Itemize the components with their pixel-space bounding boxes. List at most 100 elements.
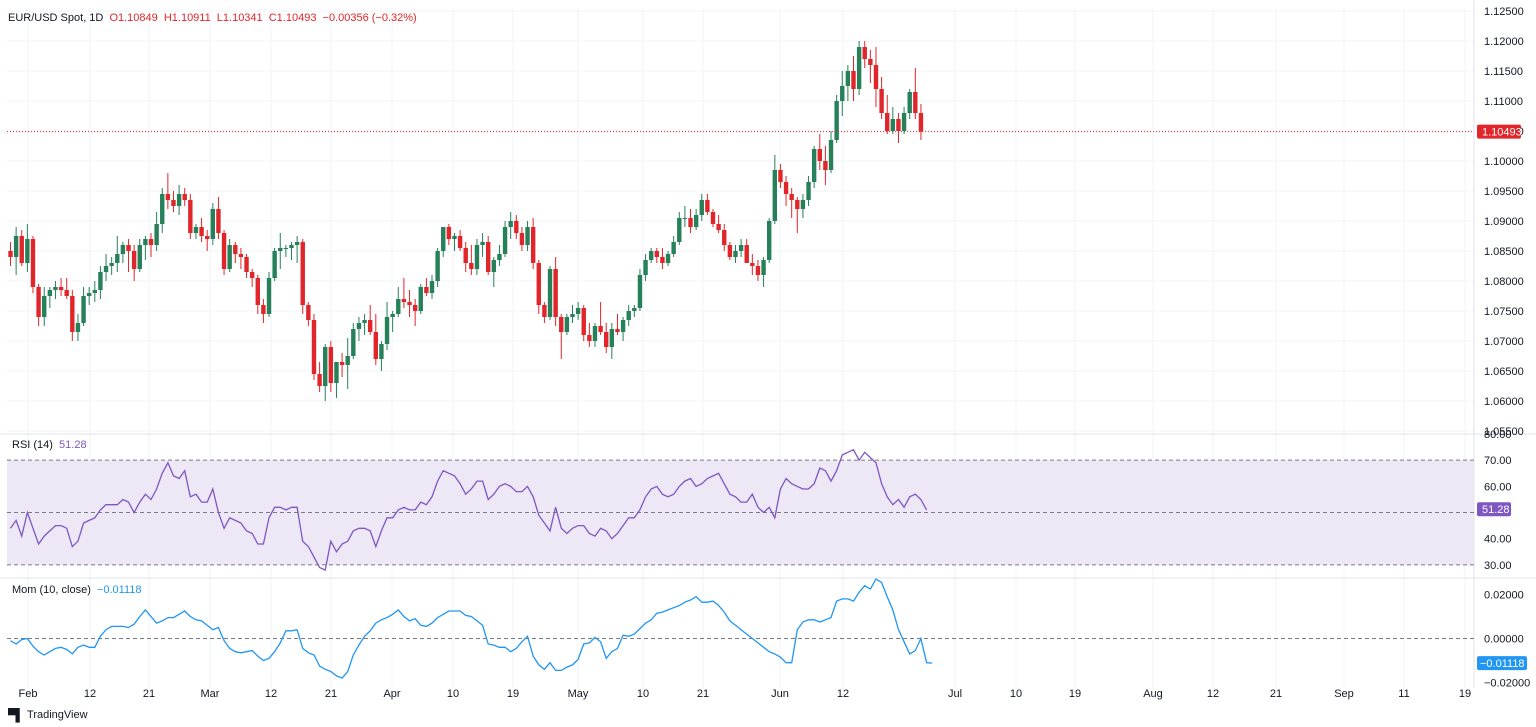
candle-body xyxy=(435,251,440,281)
mom-label[interactable]: Mom (10, close) xyxy=(12,584,91,596)
candle-body xyxy=(907,92,912,113)
candle-body xyxy=(901,113,907,131)
candle-body xyxy=(81,296,86,323)
candle-body xyxy=(160,194,165,224)
price-tick-label: 1.09000 xyxy=(1484,216,1524,228)
candle-body xyxy=(294,242,300,245)
rsi-last-text: 51.28 xyxy=(1482,504,1510,516)
candle-body xyxy=(457,236,463,248)
candle-body xyxy=(553,269,558,317)
time-tick-label: 10 xyxy=(447,688,459,700)
candle-body xyxy=(896,119,901,131)
tradingview-logo[interactable]: ▀▌ TradingView xyxy=(8,708,88,722)
candle-body xyxy=(643,260,648,275)
open-value: O1.10849 xyxy=(109,12,158,24)
candle-body xyxy=(75,323,81,332)
candle-body xyxy=(328,347,334,383)
time-tick-label: 19 xyxy=(1069,688,1081,700)
candle-body xyxy=(19,236,24,263)
price-tick-label: 1.10000 xyxy=(1484,156,1524,168)
time-tick-label: Sep xyxy=(1334,688,1354,700)
price-tick-label: 1.09500 xyxy=(1484,186,1524,198)
time-tick-label: 10 xyxy=(1010,688,1022,700)
candle-body xyxy=(53,287,58,290)
candle-body xyxy=(840,86,845,101)
last-value-labels: 1.10493 51.28 −0.01118 xyxy=(7,124,1527,671)
candle-body xyxy=(486,242,491,272)
symbol-label[interactable]: EUR/USD Spot, 1D xyxy=(8,12,104,24)
candle-body xyxy=(767,221,772,260)
candle-body xyxy=(637,275,643,308)
rsi-value: 51.28 xyxy=(59,439,87,451)
candle-body xyxy=(379,344,384,359)
candle-body xyxy=(469,263,474,269)
time-tick-label: 21 xyxy=(325,688,337,700)
time-tick-label: Jun xyxy=(771,688,789,700)
time-tick-label: Jul xyxy=(948,688,962,700)
time-tick-label: Aug xyxy=(1143,688,1163,700)
candle-body xyxy=(339,362,345,365)
candle-body xyxy=(30,239,36,287)
candle-body xyxy=(446,227,452,239)
candle-body xyxy=(834,101,839,140)
candle-body xyxy=(800,200,806,209)
candle-body xyxy=(665,254,671,263)
rsi-line xyxy=(9,448,928,572)
time-axis[interactable]: Feb 12 21 Mar 12 21 Apr 10 19 May 10 21 Jun 12 Jul 10 19… xyxy=(19,688,1472,700)
time-tick-label: Feb xyxy=(19,688,38,700)
candle-body xyxy=(862,47,867,59)
candle-body xyxy=(261,305,266,314)
grid-lines xyxy=(0,0,1536,688)
candle-body xyxy=(109,263,114,266)
candle-body xyxy=(626,311,631,320)
candle-body xyxy=(514,221,519,233)
candle-body xyxy=(289,245,294,248)
candle-body xyxy=(233,245,238,254)
candle-body xyxy=(648,251,654,260)
low-value: L1.10341 xyxy=(216,12,263,24)
candle-body xyxy=(581,308,586,335)
time-tick-label: 12 xyxy=(837,688,849,700)
rsi-tick-label: 70.00 xyxy=(1484,455,1512,467)
candle-body xyxy=(609,329,615,347)
candle-body xyxy=(806,182,811,200)
candle-body xyxy=(497,254,502,260)
price-candles xyxy=(8,41,924,401)
mom-tick-label: 0.02000 xyxy=(1484,590,1524,602)
candle-body xyxy=(772,170,778,221)
candle-body xyxy=(789,194,794,200)
candle-body xyxy=(210,209,216,239)
candle-body xyxy=(677,218,682,242)
candle-body xyxy=(817,149,822,161)
candle-body xyxy=(424,287,429,293)
price-axis[interactable]: 1.125001.120001.115001.110001.105001.100… xyxy=(1484,6,1530,690)
candle-body xyxy=(525,227,530,245)
candle-body xyxy=(564,317,570,332)
candle-body xyxy=(148,239,154,245)
candle-body xyxy=(36,287,41,317)
time-tick-label: 12 xyxy=(265,688,277,700)
mom-last-badge xyxy=(1477,656,1527,671)
time-tick-label: 19 xyxy=(507,688,519,700)
candle-body xyxy=(86,293,92,296)
price-legend: EUR/USD Spot, 1D O1.10849 H1.10911 L1.10… xyxy=(8,12,420,24)
candle-body xyxy=(559,317,564,332)
candle-body xyxy=(154,224,159,245)
price-tick-label: 1.12500 xyxy=(1484,6,1524,18)
time-tick-label: 10 xyxy=(637,688,649,700)
candle-body xyxy=(783,182,789,194)
time-tick-label: 19 xyxy=(1459,688,1471,700)
rsi-tick-label: 80.00 xyxy=(1484,429,1512,441)
candle-body xyxy=(165,194,171,200)
rsi-last-badge xyxy=(1477,502,1511,517)
candle-body xyxy=(632,308,637,311)
rsi-label[interactable]: RSI (14) xyxy=(12,439,53,451)
candle-body xyxy=(570,314,575,317)
time-tick-label: 21 xyxy=(1270,688,1282,700)
time-tick-label: 11 xyxy=(1398,688,1409,700)
candle-body xyxy=(688,218,693,227)
candle-body xyxy=(120,245,126,254)
candle-body xyxy=(317,374,322,386)
price-tick-label: 1.11500 xyxy=(1484,66,1523,78)
